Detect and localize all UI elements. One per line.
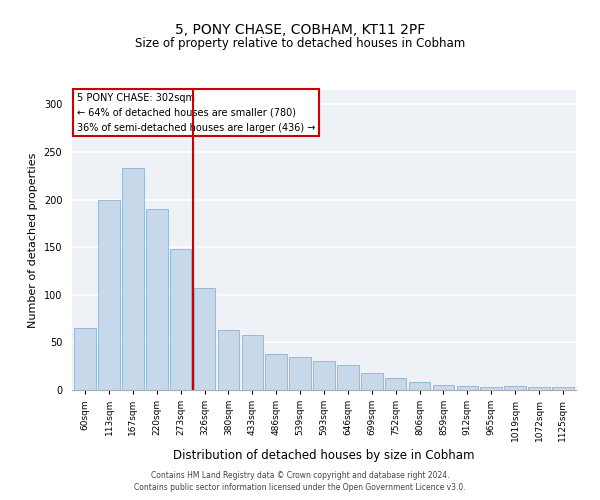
Bar: [433, 385, 454, 390]
Bar: [385, 378, 406, 390]
Bar: [146, 209, 167, 390]
Text: Size of property relative to detached houses in Cobham: Size of property relative to detached ho…: [135, 38, 465, 51]
Bar: [289, 356, 311, 390]
Bar: [122, 168, 143, 390]
Bar: [552, 387, 574, 390]
Bar: [337, 365, 359, 390]
Bar: [194, 288, 215, 390]
X-axis label: Distribution of detached houses by size in Cobham: Distribution of detached houses by size …: [173, 450, 475, 462]
Bar: [265, 354, 287, 390]
Bar: [457, 386, 478, 390]
Bar: [74, 328, 96, 390]
Bar: [361, 373, 383, 390]
Bar: [528, 387, 550, 390]
Bar: [505, 386, 526, 390]
Bar: [409, 382, 430, 390]
Bar: [313, 362, 335, 390]
Y-axis label: Number of detached properties: Number of detached properties: [28, 152, 38, 328]
Bar: [242, 335, 263, 390]
Text: Contains public sector information licensed under the Open Government Licence v3: Contains public sector information licen…: [134, 484, 466, 492]
Text: 5, PONY CHASE, COBHAM, KT11 2PF: 5, PONY CHASE, COBHAM, KT11 2PF: [175, 22, 425, 36]
Bar: [170, 249, 191, 390]
Bar: [218, 330, 239, 390]
Text: Contains HM Land Registry data © Crown copyright and database right 2024.: Contains HM Land Registry data © Crown c…: [151, 471, 449, 480]
Text: 5 PONY CHASE: 302sqm
← 64% of detached houses are smaller (780)
36% of semi-deta: 5 PONY CHASE: 302sqm ← 64% of detached h…: [77, 93, 316, 132]
Bar: [98, 200, 120, 390]
Bar: [481, 387, 502, 390]
